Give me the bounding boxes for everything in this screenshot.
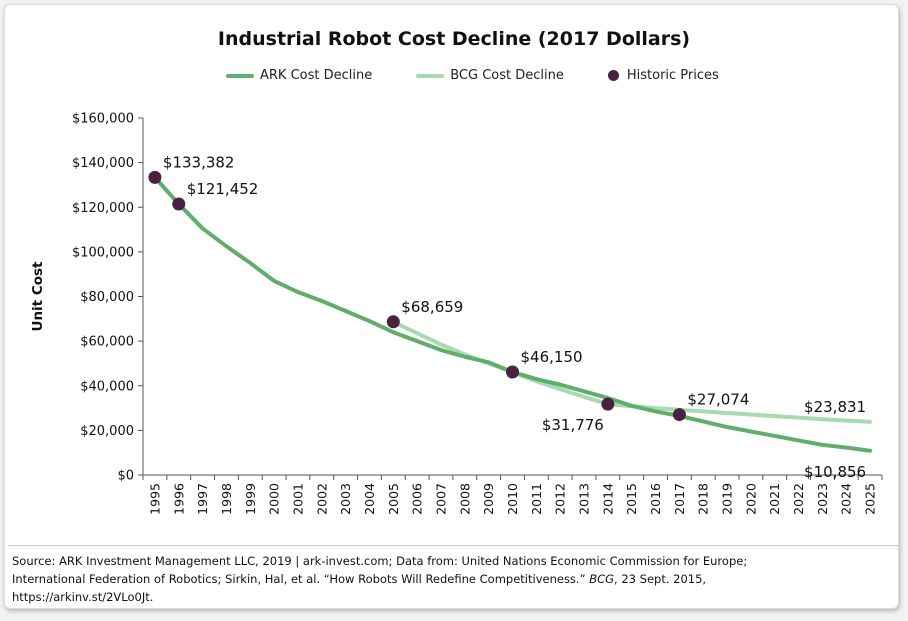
legend-label-ark: ARK Cost Decline (260, 68, 373, 83)
x-tick-label: 1995 (147, 483, 162, 515)
legend-item-bcg: BCG Cost Decline (416, 68, 564, 83)
y-tick-label: $60,000 (80, 335, 134, 350)
x-tick-label: 1996 (171, 483, 186, 515)
x-tick-label: 2014 (600, 483, 615, 515)
x-tick-label: 2017 (672, 483, 687, 515)
source-line-1: Source: ARK Investment Management LLC, 2… (12, 554, 748, 568)
historic-price-point (601, 397, 615, 411)
x-tick-label: 2002 (314, 483, 329, 515)
x-tick-label: 2004 (362, 483, 377, 515)
x-tick-label: 2013 (577, 483, 592, 515)
x-tick-label: 2000 (267, 483, 282, 515)
x-tick-label: 1997 (195, 483, 210, 515)
x-tick-label: 2015 (624, 483, 639, 515)
chart-legend: ARK Cost Decline BCG Cost Decline Histor… (226, 68, 763, 83)
source-note: Source: ARK Investment Management LLC, 2… (12, 552, 892, 606)
x-tick-label: 2019 (720, 483, 735, 515)
data-label: $31,776 (542, 416, 604, 434)
legend-item-historic: Historic Prices (607, 68, 719, 83)
y-tick-label: $160,000 (72, 112, 134, 127)
x-tick-label: 2023 (815, 483, 830, 515)
ark-cost-decline-line (152, 175, 873, 453)
x-tick-label: 2010 (505, 483, 520, 515)
source-line-2: International Federation of Robotics; Si… (12, 570, 892, 588)
x-tick-label: 2001 (290, 483, 305, 515)
x-tick-label: 2016 (648, 483, 663, 515)
legend-item-ark: ARK Cost Decline (226, 68, 372, 83)
y-axis-title: Unit Cost (30, 261, 46, 332)
x-tick-label: 2006 (410, 483, 425, 515)
y-tick-label: $140,000 (72, 156, 134, 171)
x-tick-label: 2003 (338, 483, 353, 515)
legend-swatch-ark (226, 73, 254, 78)
y-tick-label: $40,000 (80, 379, 134, 394)
x-tick-label: 2025 (863, 483, 878, 515)
historic-price-point (148, 170, 162, 184)
x-tick-label: 2007 (433, 483, 448, 515)
data-label: $68,659 (401, 298, 463, 316)
legend-label-bcg: BCG Cost Decline (450, 68, 564, 83)
x-tick-label: 2008 (457, 483, 472, 515)
y-tick-label: $0 (117, 469, 134, 484)
x-tick-label: 1998 (219, 483, 234, 515)
historic-price-point (506, 365, 519, 379)
chart-card (4, 4, 899, 609)
y-tick-label: $120,000 (72, 201, 134, 216)
data-label: $133,382 (163, 153, 235, 171)
data-label: $27,074 (687, 391, 749, 409)
x-tick-label: 2012 (553, 483, 568, 515)
x-tick-label: 2011 (529, 483, 544, 515)
x-tick-label: 2024 (839, 483, 854, 515)
source-line-3: https://arkinv.st/2VLo0Jt. (12, 590, 154, 604)
y-tick-label: $80,000 (80, 290, 134, 305)
data-label: $10,856 (804, 463, 866, 481)
x-tick-label: 2021 (767, 483, 782, 515)
historic-price-point (172, 197, 186, 211)
source-divider (8, 545, 900, 546)
y-tick-label: $100,000 (72, 245, 134, 260)
source-line-2c: , 23 Sept. 2015, (614, 572, 707, 586)
data-label: $121,452 (187, 180, 259, 198)
historic-price-point (672, 408, 686, 422)
x-tick-label: 2020 (743, 483, 758, 515)
x-tick-label: 2018 (696, 483, 711, 515)
legend-label-historic: Historic Prices (626, 68, 719, 83)
data-label: $46,150 (521, 348, 583, 366)
chart-title: Industrial Robot Cost Decline (2017 Doll… (217, 28, 691, 50)
x-tick-label: 1999 (243, 483, 258, 515)
y-tick-label: $20,000 (80, 424, 134, 439)
x-tick-label: 2005 (386, 483, 401, 515)
x-tick-label: 2022 (791, 483, 806, 515)
legend-swatch-bcg (416, 73, 445, 78)
legend-swatch-historic (607, 70, 619, 81)
x-tick-label: 2009 (481, 483, 496, 515)
source-line-2b: BCG (589, 572, 615, 586)
data-label: $23,831 (804, 398, 866, 416)
source-line-2a: International Federation of Robotics; Si… (12, 572, 590, 586)
historic-price-point (386, 315, 400, 329)
